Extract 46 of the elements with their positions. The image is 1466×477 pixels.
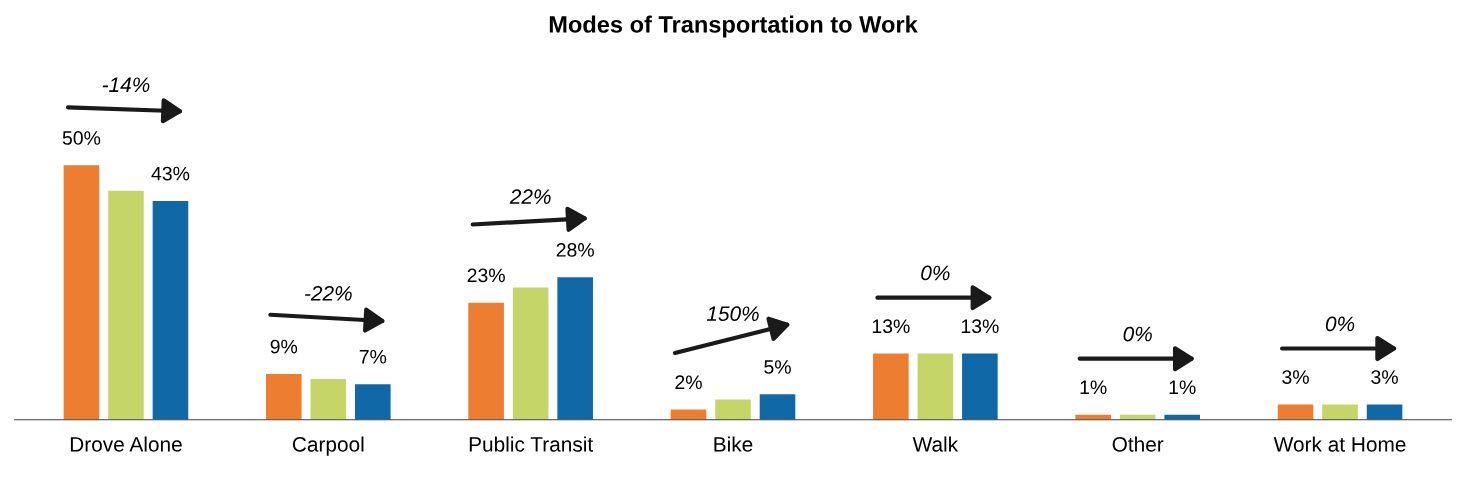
annotation: 0% [921, 265, 950, 281]
bar [962, 353, 998, 420]
bar [1277, 404, 1314, 420]
bar [512, 287, 549, 420]
data-label: 1% [1169, 380, 1196, 395]
bar [310, 379, 347, 420]
bar [108, 190, 144, 420]
bar [355, 384, 391, 420]
bar [873, 353, 909, 420]
annotation: 22% [509, 189, 551, 204]
bar [759, 394, 796, 420]
x-tick-label: Carpool [292, 436, 364, 456]
x-tick-label: Bike [714, 436, 753, 452]
data-label: 3% [1282, 370, 1309, 384]
annotation: -22% [305, 285, 352, 301]
bar [557, 277, 593, 420]
data-label: 2% [675, 375, 702, 389]
bar [1366, 404, 1403, 420]
x-tick-label: Public Transit [469, 436, 594, 452]
x-tick-label: Drove Alone [70, 436, 182, 452]
data-label: 7% [359, 349, 387, 364]
chart-title: Modes of Transportation to Work [549, 15, 918, 38]
data-label: 9% [270, 339, 298, 354]
data-label: 1% [1080, 380, 1107, 395]
text: -14% [102, 77, 150, 93]
data-label: 43% [151, 166, 190, 181]
x-tick-label: Walk [912, 436, 959, 452]
annotation: 0% [1123, 326, 1152, 342]
bar [1322, 404, 1358, 420]
bar [152, 200, 189, 420]
annotation: 0% [1325, 316, 1355, 332]
data-label: 3% [1371, 370, 1398, 384]
bar [715, 399, 751, 420]
bar [917, 353, 954, 420]
data-label: 50% [62, 131, 101, 145]
x-tick-label: Other [1112, 436, 1164, 452]
data-label: 28% [556, 243, 594, 257]
bar [265, 373, 302, 420]
data-label: 13% [961, 319, 999, 334]
bar [468, 302, 504, 420]
x-tick-label: Work at Home [1273, 436, 1406, 452]
bar [63, 165, 100, 420]
data-label: 23% [467, 268, 505, 283]
data-label: 13% [872, 319, 910, 334]
annotation: 150% [706, 306, 759, 322]
data-label: 5% [764, 360, 791, 374]
